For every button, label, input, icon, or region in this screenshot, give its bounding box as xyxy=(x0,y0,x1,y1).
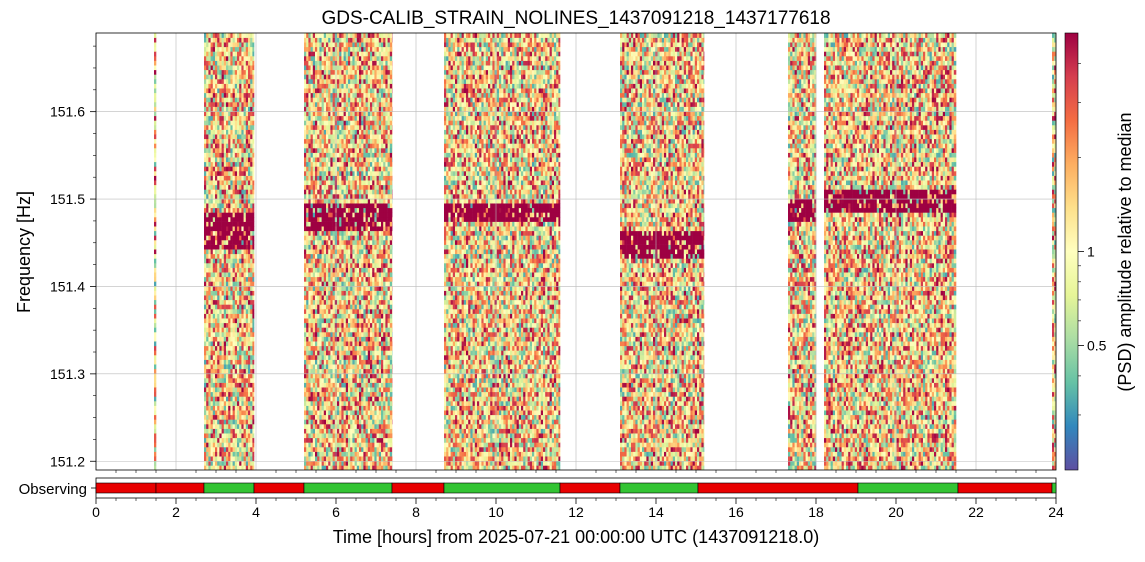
x-tick-label: 2 xyxy=(172,504,180,520)
y-tick-label: 151.3 xyxy=(50,366,85,382)
data-segment xyxy=(824,33,956,470)
x-tick-label: 18 xyxy=(808,504,824,520)
state-segment-off xyxy=(958,483,1052,493)
heatmap-layer xyxy=(154,33,1056,470)
y-axis: 151.2 151.3 151.4 151.5 151.6 xyxy=(50,46,96,469)
colorbar xyxy=(1065,33,1078,470)
y-axis-label: Frequency [Hz] xyxy=(14,191,34,313)
y-tick-label: 151.2 xyxy=(50,453,85,469)
x-tick-label: 8 xyxy=(412,504,420,520)
x-tick-label: 22 xyxy=(968,504,984,520)
x-tick-label: 6 xyxy=(332,504,340,520)
colorbar-tick-label: 1 xyxy=(1087,244,1095,260)
state-segment-on xyxy=(304,483,392,493)
x-axis-label: Time [hours] from 2025-07-21 00:00:00 UT… xyxy=(333,527,820,547)
state-segment-on xyxy=(858,483,958,493)
data-segment xyxy=(154,33,156,470)
y-tick-label: 151.4 xyxy=(50,278,85,294)
x-tick-label: 12 xyxy=(568,504,584,520)
x-tick-label: 4 xyxy=(252,504,260,520)
colorbar-label: (PSD) amplitude relative to median xyxy=(1115,112,1135,391)
x-tick-label: 0 xyxy=(92,504,100,520)
colorbar-axis: 0.51 xyxy=(1078,63,1107,415)
state-segment-on xyxy=(444,483,560,493)
state-segment-off xyxy=(392,483,444,493)
data-segment xyxy=(620,33,704,470)
state-segment-off xyxy=(156,483,204,493)
state-bar-label: Observing xyxy=(19,481,87,498)
state-segment-off xyxy=(560,483,620,493)
x-tick-label: 10 xyxy=(488,504,504,520)
observing-state-bar xyxy=(91,478,1056,498)
x-tick-label: 24 xyxy=(1048,504,1064,520)
data-segment xyxy=(204,33,254,470)
chart-title: GDS-CALIB_STRAIN_NOLINES_1437091218_1437… xyxy=(321,8,830,29)
state-segment-on xyxy=(204,483,254,493)
data-segment xyxy=(444,33,560,470)
state-segment-off xyxy=(254,483,304,493)
state-segment-on xyxy=(1052,483,1056,493)
x-tick-label: 14 xyxy=(648,504,664,520)
y-tick-label: 151.6 xyxy=(50,104,85,120)
colorbar-tick-label: 0.5 xyxy=(1087,338,1107,354)
y-tick-label: 151.5 xyxy=(50,191,85,207)
data-segment xyxy=(788,33,816,470)
x-tick-label: 20 xyxy=(888,504,904,520)
x-tick-label: 16 xyxy=(728,504,744,520)
data-segment xyxy=(304,33,392,470)
state-segment-off xyxy=(698,483,858,493)
state-segment-on xyxy=(620,483,698,493)
state-segment-off xyxy=(96,483,156,493)
